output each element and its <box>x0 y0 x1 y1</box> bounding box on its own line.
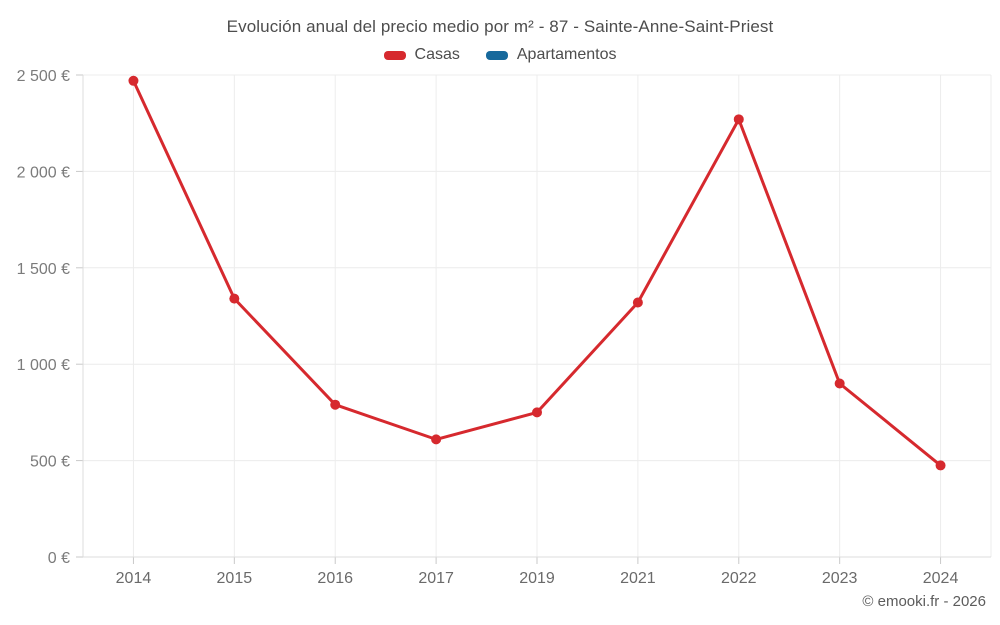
casas-data-point-2017[interactable] <box>431 434 442 445</box>
casas-series-swatch <box>383 50 406 60</box>
casas-data-point-2015[interactable] <box>229 293 240 304</box>
x-axis-label: 2021 <box>620 570 656 587</box>
y-axis-label: 1 500 € <box>17 261 70 278</box>
x-axis-label: 2019 <box>519 570 555 587</box>
x-axis-label: 2014 <box>116 570 152 587</box>
x-axis-label: 2024 <box>923 570 959 587</box>
x-axis-label: 2016 <box>317 570 353 587</box>
casas-data-point-2019[interactable] <box>532 407 542 418</box>
chart-title: Evolución anual del precio medio por m² … <box>226 17 774 36</box>
legend-label-casas: Casas <box>414 46 460 63</box>
y-axis-label: 1 000 € <box>17 357 70 374</box>
y-axis-label: 0 € <box>48 550 70 567</box>
legend-label-apartamentos: Apartamentos <box>516 46 617 63</box>
x-axis-label: 2022 <box>721 570 757 587</box>
y-axis-label: 2 500 € <box>17 68 70 85</box>
casas-data-point-2024[interactable] <box>935 460 946 471</box>
casas-data-point-2014[interactable] <box>128 75 139 86</box>
x-axis-label: 2017 <box>418 570 454 587</box>
casas-data-point-2016[interactable] <box>330 399 341 410</box>
copyright-footer: © emooki.fr - 2026 <box>862 593 986 610</box>
apartamentos-series-swatch <box>485 50 508 60</box>
x-axis-label: 2023 <box>822 570 858 587</box>
casas-data-point-2022[interactable] <box>733 114 744 125</box>
y-axis-label: 500 € <box>30 454 70 471</box>
casas-data-point-2021[interactable] <box>632 297 643 308</box>
chart-legend: Casas Apartamentos <box>0 46 1000 64</box>
legend-item-apartamentos[interactable]: Apartamentos <box>485 46 617 64</box>
y-axis-label: 2 000 € <box>17 164 70 181</box>
legend-item-casas[interactable]: Casas <box>383 46 460 64</box>
casas-data-point-2023[interactable] <box>834 378 845 389</box>
x-axis-label: 2015 <box>217 570 253 587</box>
